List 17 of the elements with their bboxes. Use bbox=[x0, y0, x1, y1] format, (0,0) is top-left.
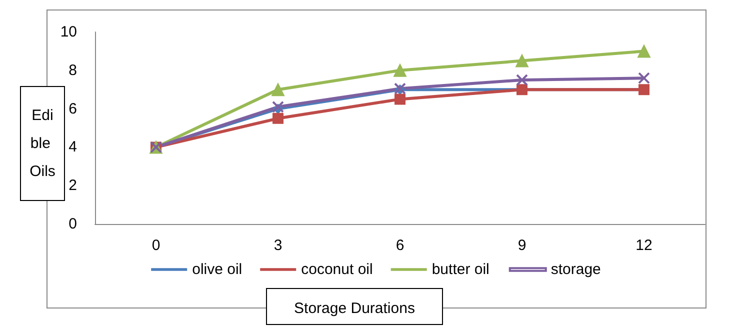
legend-label: olive oil bbox=[192, 261, 242, 278]
x-tick-label: 0 bbox=[152, 237, 160, 254]
y-tick-label: 2 bbox=[68, 177, 77, 194]
y-axis-title: Edible Oils bbox=[30, 107, 56, 180]
x-tick-label: 6 bbox=[396, 237, 404, 254]
y-tick-label: 4 bbox=[68, 138, 77, 156]
legend-label: coconut oil bbox=[301, 261, 373, 278]
y-tick-label: 0 bbox=[68, 216, 77, 232]
x-tick-label: 9 bbox=[518, 237, 526, 254]
legend-label: storage bbox=[550, 261, 601, 278]
legend-label: butter oil bbox=[432, 261, 490, 278]
y-tick-label: 8 bbox=[68, 62, 77, 79]
x-tick-label: 12 bbox=[636, 237, 652, 254]
y-tick-label: 10 bbox=[60, 24, 77, 40]
y-tick-label: 6 bbox=[68, 100, 77, 118]
x-tick-label: 3 bbox=[274, 237, 282, 254]
x-axis-title: Storage Durations bbox=[294, 300, 415, 317]
